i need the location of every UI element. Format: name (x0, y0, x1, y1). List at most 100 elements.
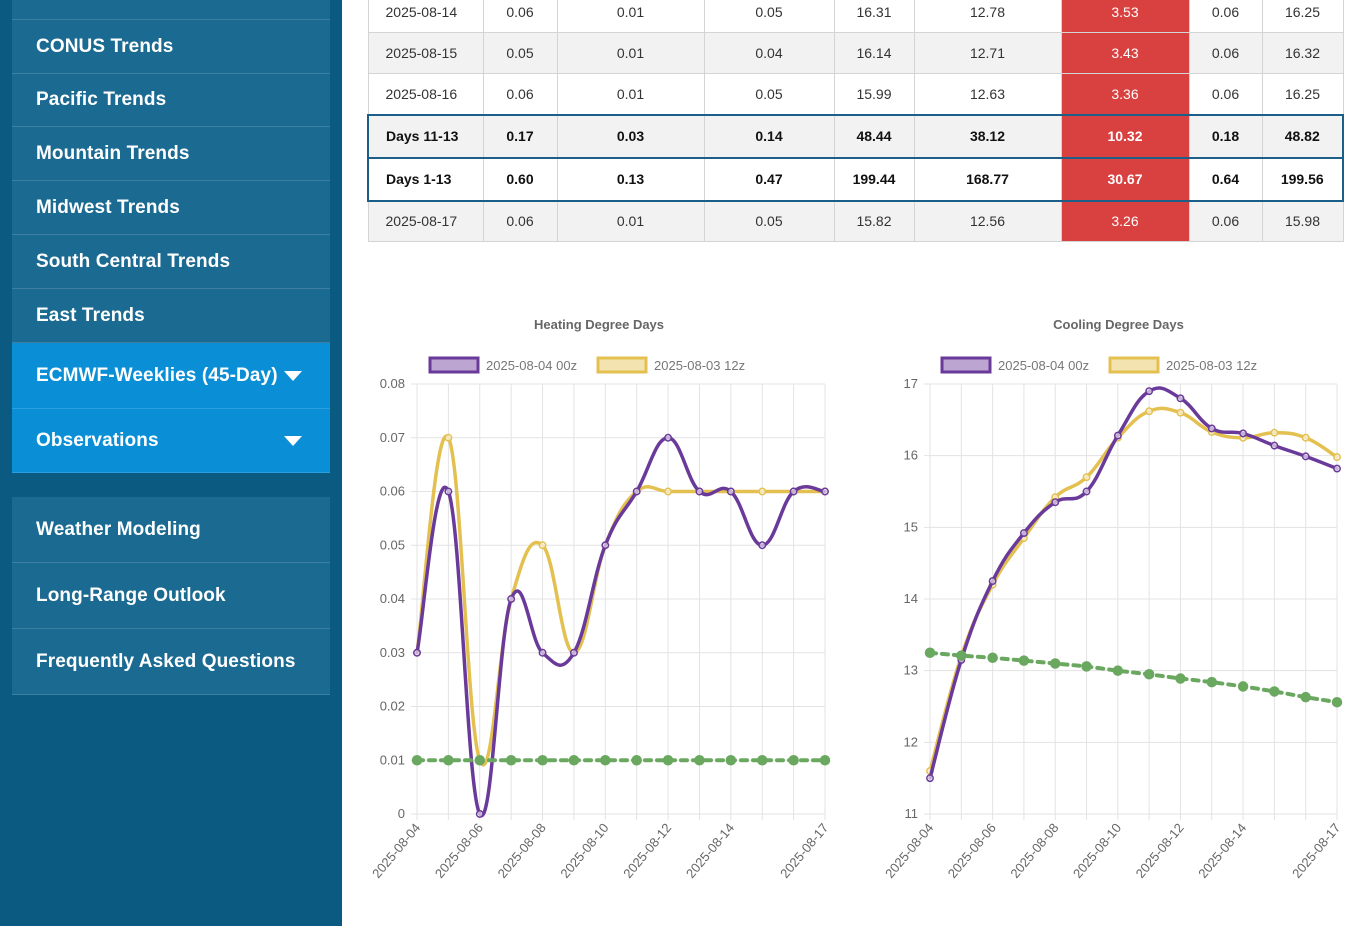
data-point[interactable] (538, 541, 547, 550)
data-point[interactable] (474, 755, 486, 766)
data-point[interactable] (1049, 658, 1061, 669)
data-point[interactable] (1081, 661, 1092, 672)
sidebar-item-observations[interactable]: Observations (12, 409, 330, 473)
data-point[interactable] (1082, 473, 1091, 482)
y-tick-label: 14 (904, 591, 918, 606)
data-point[interactable] (695, 487, 704, 496)
data-point[interactable] (725, 755, 737, 766)
data-point[interactable] (1113, 431, 1122, 440)
legend-swatch (1108, 356, 1160, 374)
data-point[interactable] (444, 433, 453, 442)
data-point[interactable] (987, 652, 998, 664)
data-point[interactable] (1176, 394, 1185, 403)
sidebar-item-pacific-trends[interactable]: Pacific Trends (12, 74, 330, 127)
data-point[interactable] (413, 648, 421, 657)
data-point[interactable] (756, 755, 768, 766)
data-point[interactable] (821, 487, 829, 496)
data-point[interactable] (1301, 452, 1310, 461)
data-point[interactable] (1145, 407, 1154, 416)
table-cell: 48.82 (1261, 113, 1344, 159)
data-point[interactable] (1333, 453, 1341, 462)
data-point[interactable] (569, 648, 578, 657)
data-point[interactable] (1207, 424, 1216, 433)
sidebar-link-weather-modeling[interactable]: Weather Modeling (12, 497, 330, 563)
data-point[interactable] (600, 755, 611, 766)
data-point[interactable] (1270, 441, 1279, 450)
sidebar-item-ecmwf-weeklies-45-day[interactable]: ECMWF-Weeklies (45-Day) (12, 343, 330, 409)
data-point[interactable] (475, 810, 484, 818)
data-point[interactable] (632, 487, 641, 496)
data-point[interactable] (537, 755, 548, 766)
data-point[interactable] (1143, 669, 1155, 680)
legend-item[interactable]: 2025-08-03 12z (596, 356, 745, 374)
x-tick-label: 2025-08-08 (495, 820, 549, 881)
sidebar-item-mountain-trends[interactable]: Mountain Trends (12, 127, 330, 181)
sidebar-link-label: Frequently Asked Questions (36, 650, 296, 672)
sidebar-item-south-central-trends[interactable]: South Central Trends (12, 235, 330, 289)
data-point[interactable] (444, 487, 453, 496)
sidebar-item-midwest-trends[interactable]: Midwest Trends (12, 181, 330, 235)
legend-item[interactable]: 2025-08-04 00z (428, 356, 577, 374)
nav-item-top[interactable] (12, 0, 330, 20)
table-cell: 15.99 (833, 73, 915, 115)
data-point[interactable] (1237, 681, 1249, 692)
data-point[interactable] (1333, 464, 1341, 473)
data-point[interactable] (956, 650, 967, 661)
data-point[interactable] (538, 648, 547, 657)
chevron-down-icon[interactable] (284, 435, 302, 446)
data-point[interactable] (411, 755, 423, 766)
data-point[interactable] (505, 755, 517, 766)
data-point[interactable] (664, 487, 673, 496)
data-point[interactable] (1331, 696, 1343, 708)
data-point[interactable] (789, 487, 798, 496)
data-point[interactable] (1112, 665, 1124, 676)
data-point[interactable] (1018, 655, 1030, 666)
data-point[interactable] (924, 647, 936, 658)
sidebar-link-frequently-asked-questions[interactable]: Frequently Asked Questions (12, 629, 330, 695)
data-point[interactable] (788, 755, 799, 766)
data-point[interactable] (507, 595, 516, 603)
chevron-down-icon[interactable] (284, 370, 302, 381)
y-tick-label: 0.01 (380, 752, 405, 767)
data-point[interactable] (1301, 433, 1310, 442)
data-point[interactable] (988, 577, 997, 586)
data-point[interactable] (758, 541, 767, 550)
data-point[interactable] (1269, 686, 1280, 697)
table-cell: 0.06 (482, 73, 558, 115)
legend-item[interactable]: 2025-08-04 00z (940, 356, 1089, 374)
sidebar-link-long-range-outlook[interactable]: Long-Range Outlook (12, 563, 330, 629)
sidebar-item-conus-trends[interactable]: CONUS Trends (12, 20, 330, 74)
table-cell: 16.31 (833, 0, 915, 33)
data-point[interactable] (1019, 529, 1028, 538)
table-row: Days 11-13 0.17 0.03 0.14 48.44 38.12 10.32 0.1… (367, 113, 1344, 159)
data-point[interactable] (443, 755, 454, 766)
table-cell: 12.56 (913, 200, 1062, 242)
data-point[interactable] (1145, 387, 1154, 396)
data-point[interactable] (1300, 691, 1311, 703)
data-point[interactable] (664, 433, 673, 442)
data-point[interactable] (1082, 487, 1091, 496)
data-point[interactable] (819, 755, 831, 766)
data-point[interactable] (601, 541, 610, 550)
data-point[interactable] (568, 755, 580, 766)
data-point[interactable] (1270, 428, 1279, 437)
data-point[interactable] (1239, 429, 1248, 438)
table-cell: 0.06 (482, 0, 558, 33)
data-point[interactable] (1175, 673, 1186, 684)
data-point[interactable] (758, 487, 767, 496)
data-point[interactable] (631, 755, 642, 766)
table-row: 2025-08-16 0.06 0.01 0.05 15.99 12.63 3.36 0.06… (367, 73, 1344, 115)
sidebar-item-east-trends[interactable]: East Trends (12, 289, 330, 343)
secondary-nav: Weather Modeling Long-Range Outlook Freque… (12, 497, 330, 695)
data-point[interactable] (1206, 676, 1218, 688)
data-point[interactable] (926, 774, 934, 783)
data-point[interactable] (726, 487, 735, 496)
data-point[interactable] (662, 755, 674, 766)
legend-item[interactable]: 2025-08-03 12z (1108, 356, 1257, 374)
x-tick-label: 2025-08-06 (432, 820, 486, 881)
data-point[interactable] (1176, 408, 1185, 417)
table-cell: 0.60 (482, 156, 558, 202)
data-point[interactable] (694, 755, 705, 766)
x-tick-label: 2025-08-14 (1195, 820, 1249, 881)
data-point[interactable] (1051, 498, 1060, 507)
